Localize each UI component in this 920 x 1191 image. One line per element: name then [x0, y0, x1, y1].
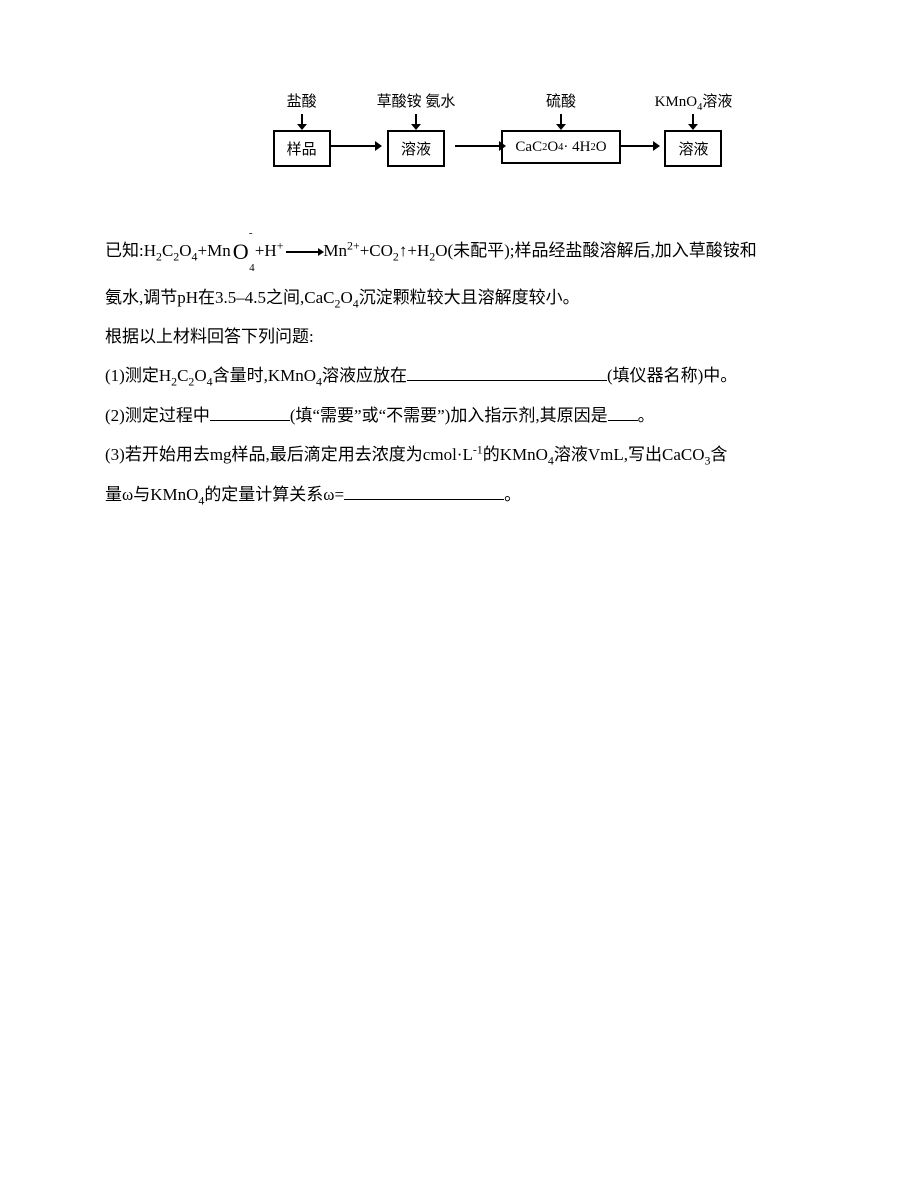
- intro-line: 根据以上材料回答下列问题:: [105, 317, 815, 356]
- mno4-ion: O-4: [233, 227, 249, 278]
- node-4: KMnO4溶液 溶液: [655, 90, 733, 167]
- t: 的KMnO: [483, 445, 548, 464]
- t: 量ω与KMnO: [105, 485, 198, 504]
- down-arrow-icon: [301, 114, 303, 126]
- t: (2)测定过程中: [105, 406, 210, 425]
- label-3: 硫酸: [546, 90, 576, 112]
- flowchart: 盐酸 样品 草酸铵 氨水 溶液 硫酸 CaC2O4 · 4H2O KMnO4溶液…: [190, 90, 815, 167]
- t: ↑+H: [399, 241, 429, 260]
- t: +CO: [360, 241, 393, 260]
- body-text: 已知:H2C2O4+MnO-4 +H+Mn2++CO2↑+H2O(未配平);样品…: [105, 227, 815, 515]
- t: O(未配平);样品经盐酸溶解后,加入草酸铵和: [435, 241, 757, 260]
- question-1: (1)测定H2C2O4含量时,KMnO4溶液应放在(填仪器名称)中。: [105, 356, 815, 396]
- blank-input[interactable]: [210, 404, 290, 421]
- t: 氨水,调节pH在3.5–4.5之间,CaC: [105, 288, 335, 307]
- box-2: 溶液: [387, 130, 445, 167]
- box-4: 溶液: [664, 130, 722, 167]
- right-arrow-icon: [455, 145, 501, 147]
- right-arrow-icon: [621, 145, 655, 147]
- down-arrow-icon: [692, 114, 694, 126]
- t: 溶液VmL,写出CaCO: [554, 445, 705, 464]
- known-line-1: 已知:H2C2O4+MnO-4 +H+Mn2++CO2↑+H2O(未配平);样品…: [105, 227, 815, 278]
- t: +H: [255, 241, 277, 260]
- t: (3)若开始用去mg样品,最后滴定用去浓度为cmol·L: [105, 445, 473, 464]
- t: 。: [504, 485, 521, 504]
- question-3a: (3)若开始用去mg样品,最后滴定用去浓度为cmol·L-1的KMnO4溶液Vm…: [105, 435, 815, 475]
- t: 已知:H: [105, 241, 156, 260]
- node-3: 硫酸 CaC2O4 · 4H2O: [501, 90, 620, 164]
- down-arrow-icon: [415, 114, 417, 126]
- label-1: 盐酸: [287, 90, 317, 112]
- t: 溶液应放在: [322, 366, 407, 385]
- t: (填仪器名称)中。: [607, 366, 737, 385]
- node-2: 草酸铵 氨水 溶液: [377, 90, 456, 167]
- t: Mn: [323, 241, 347, 260]
- down-arrow-icon: [560, 114, 562, 126]
- t: (填“需要”或“不需要”)加入指示剂,其原因是: [290, 406, 608, 425]
- label-4: KMnO4溶液: [655, 90, 733, 112]
- t: 含量时,KMn: [213, 366, 304, 385]
- question-2: (2)测定过程中 (填“需要”或“不需要”)加入指示剂,其原因是 。: [105, 396, 815, 435]
- label-2: 草酸铵 氨水: [377, 90, 456, 112]
- blank-input[interactable]: [407, 364, 607, 381]
- box-3: CaC2O4 · 4H2O: [501, 130, 620, 164]
- reaction-arrow-icon: [286, 251, 320, 253]
- blank-input[interactable]: [608, 404, 638, 421]
- t: 的定量计算关系ω=: [204, 485, 344, 504]
- t: (1)测定H: [105, 366, 171, 385]
- t: +Mn: [197, 241, 230, 260]
- question-3b: 量ω与KMnO4的定量计算关系ω=。: [105, 475, 815, 515]
- t: 含: [710, 445, 727, 464]
- right-arrow-icon: [331, 145, 377, 147]
- t: 沉淀颗粒较大且溶解度较小。: [359, 288, 580, 307]
- blank-input[interactable]: [344, 483, 504, 500]
- box-1: 样品: [273, 130, 331, 167]
- t: 。: [638, 406, 655, 425]
- node-1: 盐酸 样品: [273, 90, 331, 167]
- known-line-2: 氨水,调节pH在3.5–4.5之间,CaC2O4沉淀颗粒较大且溶解度较小。: [105, 278, 815, 318]
